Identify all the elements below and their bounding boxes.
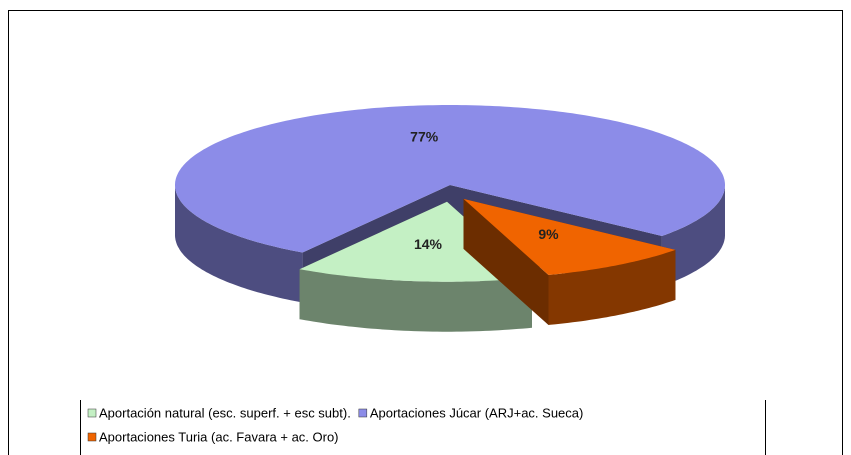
slice [175,105,725,253]
legend-label: Aportaciones Turia (ac. Favara + ac. Oro… [99,429,339,444]
slice [299,201,532,282]
legend-swatch [87,408,97,418]
legend: Aportación natural (esc. superf. + esc s… [87,405,584,444]
legend-label: Aportación natural (esc. superf. + esc s… [99,405,351,420]
legend-swatch [87,432,97,442]
slice-side [463,198,549,325]
slice-wall [548,249,676,325]
slice-wall [661,184,725,286]
legend-swatch [358,408,368,418]
slice [463,198,676,275]
legend-label: Aportaciones Júcar (ARJ+ac. Sueca) [370,405,584,420]
data-label: 9% [538,226,559,242]
pie: 14% 77% 9% [175,105,725,332]
data-label: 77% [410,128,439,144]
slice-wall [299,269,532,332]
data-label: 14% [414,236,443,252]
slice-wall [175,184,303,303]
